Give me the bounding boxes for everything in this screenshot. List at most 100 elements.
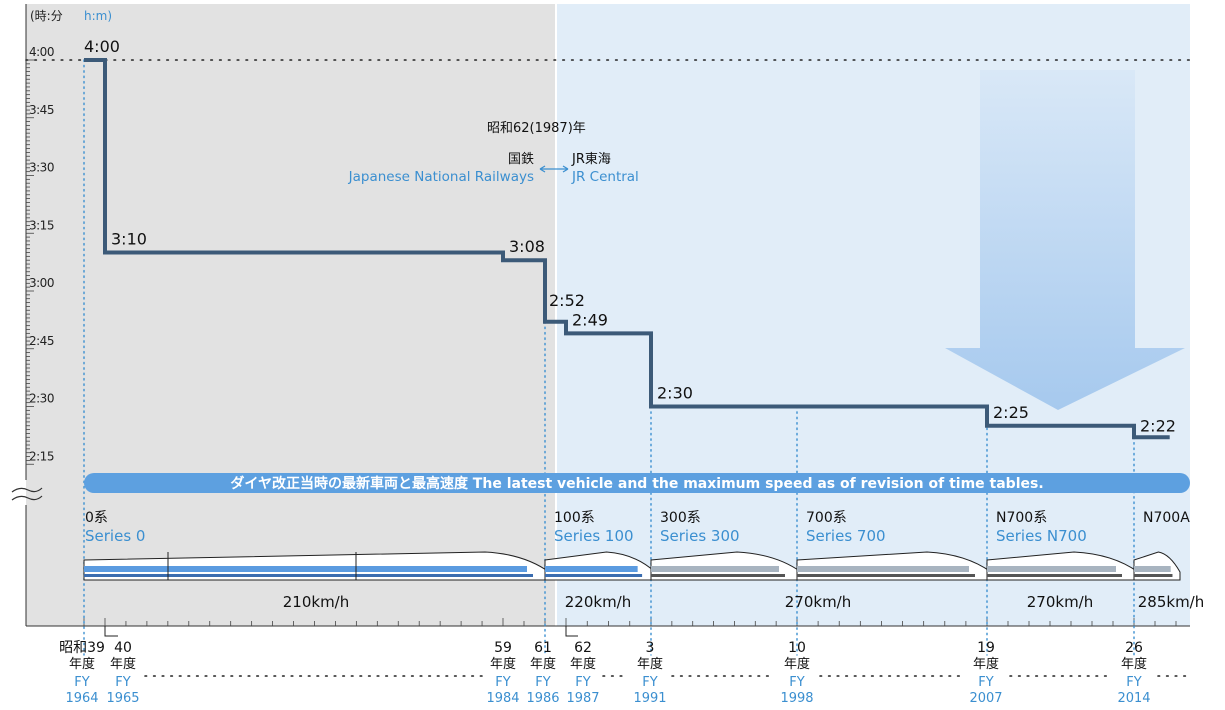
train-skirt [1134, 574, 1173, 577]
vehicle-name-ja: 100系 [554, 510, 595, 526]
vehicle-name-ja: 0系 [85, 510, 108, 526]
x-tick-year: 2014 [1117, 691, 1150, 706]
text-layer: 4:00 3:45 3:30 3:15 3:00 2:45 2:30 2:15 (時:分 h:m)… [29, 9, 1204, 706]
data-label-2-49: 2:49 [572, 310, 608, 329]
x-tick-fy: FY [642, 675, 657, 690]
data-label-2-30: 2:30 [657, 384, 693, 403]
x-tick-year: 2007 [969, 691, 1002, 706]
x-tick-nendo: 年度 [490, 656, 516, 672]
x-tick-year: 1991 [633, 691, 666, 706]
train-skirt [797, 574, 975, 577]
travel-time-step-line [84, 58, 1170, 440]
y-tick-label: 3:00 [29, 276, 54, 290]
era-transition-arrow [539, 165, 569, 173]
vehicle-banner-text: ダイヤ改正当時の最新車両と最高速度 The latest vehicle and… [230, 475, 1043, 492]
x-tick-year: 1987 [566, 691, 599, 706]
background-layer [26, 4, 1190, 626]
y-tick-label: 2:15 [29, 449, 54, 463]
era-right-ja: JR東海 [571, 151, 611, 167]
axis-layer [11, 4, 1193, 677]
data-label-3-10: 3:10 [111, 230, 147, 249]
x-tick-fy: FY [74, 675, 89, 690]
x-tick-nendo: 年度 [973, 656, 999, 672]
max-speed-label: 210km/h [283, 593, 350, 611]
x-tick-nendo: 年度 [1121, 656, 1147, 672]
era-left-ja: 国鉄 [508, 152, 534, 167]
data-label-2-52: 2:52 [549, 291, 585, 310]
train-stripe [84, 566, 527, 572]
x-tick-era: 40 [114, 640, 132, 656]
train-stripe [987, 566, 1116, 572]
data-label-2-22: 2:22 [1140, 416, 1176, 435]
x-tick-year: 1984 [486, 691, 519, 706]
x-tick-fy: FY [495, 675, 510, 690]
x-tick-era: 59 [494, 640, 512, 656]
y-unit-label-en: h:m) [84, 9, 112, 23]
reduction-arrow [945, 70, 1185, 410]
x-tick-year: 1965 [106, 691, 139, 706]
x-tick-nendo: 年度 [637, 656, 663, 672]
era-left-en: Japanese National Railways [348, 169, 534, 185]
max-speed-label: 285km/h [1138, 593, 1205, 611]
x-tick-year: 1998 [780, 691, 813, 706]
x-tick-era: 61 [534, 640, 552, 656]
max-speed-label: 270km/h [785, 593, 852, 611]
y-tick-label: 4:00 [29, 45, 54, 59]
mark-layer [83, 58, 1190, 581]
data-label-2-25: 2:25 [993, 403, 1029, 422]
x-tick-era: 10 [788, 640, 806, 656]
x-tick-era: 19 [977, 640, 995, 656]
train-stripe [1134, 566, 1171, 572]
jnr-era-background [26, 4, 556, 626]
max-speed-label: 220km/h [565, 593, 632, 611]
y-tick-label: 3:45 [29, 103, 54, 117]
x-tick-nendo: 年度 [784, 656, 810, 672]
era-right-en: JR Central [571, 169, 639, 185]
vehicle-name-en: Series 300 [660, 527, 740, 545]
y-tick-label: 2:45 [29, 334, 54, 348]
vehicle-name-ja: 300系 [660, 510, 701, 526]
x-tick-era: 昭和39 [59, 640, 105, 656]
x-tick-nendo: 年度 [570, 656, 596, 672]
vehicle-banner [84, 473, 1190, 493]
max-speed-label: 270km/h [1027, 593, 1094, 611]
x-tick-era: 62 [574, 640, 592, 656]
x-tick-era: 26 [1125, 640, 1143, 656]
vehicle-name-en: Series 100 [554, 527, 634, 545]
vehicle-name-ja: N700A [1143, 510, 1190, 526]
label-connector-1965 [104, 626, 118, 637]
data-label-4-00: 4:00 [84, 37, 120, 56]
era-year-label: 昭和62(1987)年 [487, 121, 586, 136]
vehicle-name-ja: 700系 [806, 510, 847, 526]
train-stripe [651, 566, 779, 572]
train-skirt [84, 574, 533, 577]
train-stripe [545, 566, 638, 572]
label-connector-1987 [565, 626, 578, 637]
x-tick-era: 3 [646, 640, 655, 656]
data-label-3-08: 3:08 [509, 237, 545, 256]
vehicle-name-en: Series N700 [996, 527, 1087, 545]
train-skirt [987, 574, 1122, 577]
x-tick-nendo: 年度 [69, 656, 95, 672]
x-tick-fy: FY [575, 675, 590, 690]
y-tick-label: 2:30 [29, 392, 54, 406]
train-skirt [545, 574, 643, 577]
x-tick-nendo: 年度 [530, 656, 556, 672]
x-tick-fy: FY [789, 675, 804, 690]
x-tick-year: 1964 [65, 691, 98, 706]
x-tick-fy: FY [978, 675, 993, 690]
axis-break-mark-top [11, 487, 43, 493]
y-tick-label: 3:30 [29, 161, 54, 175]
x-tick-fy: FY [115, 675, 130, 690]
y-unit-label-ja: (時:分 [30, 9, 63, 23]
train-stripe [797, 566, 969, 572]
vehicle-name-ja: N700系 [996, 510, 1047, 526]
vehicle-name-en: Series 0 [85, 527, 145, 545]
y-tick-label: 3:15 [29, 218, 54, 232]
x-tick-fy: FY [1126, 675, 1141, 690]
x-tick-nendo: 年度 [110, 656, 136, 672]
x-tick-fy: FY [535, 675, 550, 690]
axis-break-mark-bottom [11, 495, 43, 501]
